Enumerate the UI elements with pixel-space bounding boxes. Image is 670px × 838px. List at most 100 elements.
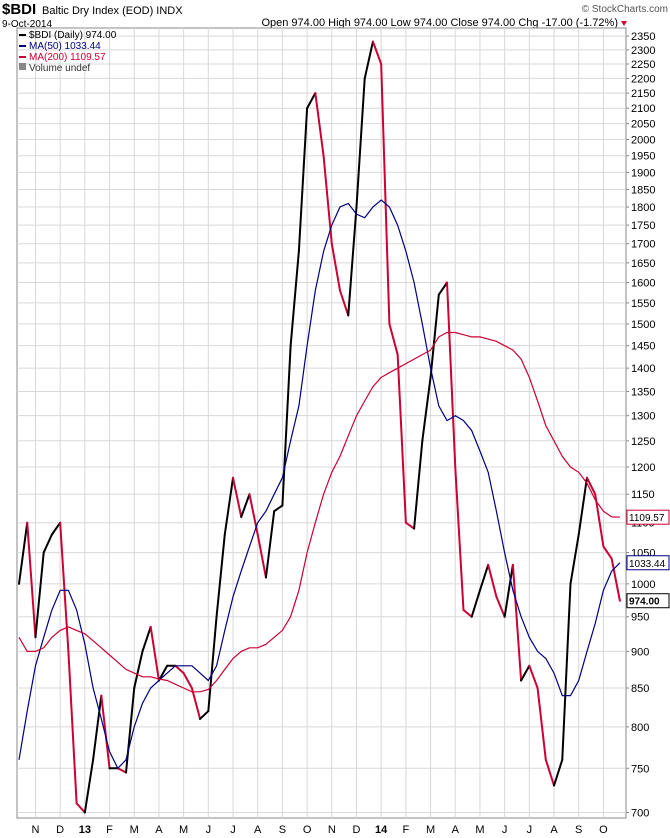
y-tick-label: 1750 — [631, 220, 655, 232]
price-segment — [413, 439, 424, 530]
price-segment — [256, 533, 267, 579]
y-tick-label: 2200 — [631, 73, 655, 85]
x-tick-label: S — [279, 824, 286, 836]
quote: Open 974.00 High 974.00 Low 974.00 Close… — [261, 17, 618, 29]
plot-frame — [16, 27, 627, 819]
y-tick-label: 1900 — [631, 167, 655, 179]
y-tick-label: 2350 — [631, 31, 655, 43]
y-tick-label: 2300 — [631, 45, 655, 57]
price-segment — [190, 687, 202, 720]
price-segment — [116, 767, 128, 774]
price-segment — [75, 802, 86, 814]
legend-label: MA(50) 1033.44 — [29, 41, 101, 52]
y-tick-label: 800 — [631, 722, 649, 734]
price-segment — [59, 521, 70, 653]
y-tick-label: 1800 — [631, 202, 655, 214]
price-segment — [100, 694, 111, 770]
x-tick-label: O — [303, 824, 312, 836]
price-segment — [446, 281, 457, 468]
x-tick-label: M — [179, 824, 188, 836]
price-segment — [528, 664, 539, 690]
ma-line — [18, 331, 620, 693]
x-tick-label: S — [575, 824, 582, 836]
price-segment — [520, 664, 531, 682]
price-segment — [297, 107, 309, 253]
price-segment — [281, 344, 292, 507]
legend-label: MA(200) 1109.57 — [29, 52, 106, 63]
y-tick-label: 1600 — [631, 278, 655, 290]
price-segment — [429, 293, 440, 379]
price-segment — [511, 563, 523, 682]
y-tick-label: 900 — [631, 646, 649, 658]
price-segment — [141, 625, 152, 653]
legend-swatch — [19, 63, 26, 70]
end-label: 1033.44 — [629, 559, 666, 570]
end-label: 974.00 — [629, 597, 660, 608]
x-tick-label: J — [206, 824, 212, 836]
y-tick-label: 1300 — [631, 411, 655, 423]
price-segment — [199, 710, 210, 720]
price-segment — [50, 521, 62, 536]
y-tick-label: 1150 — [631, 489, 655, 501]
price-segment — [306, 92, 317, 110]
price-segment — [182, 672, 193, 690]
price-segment — [133, 650, 144, 690]
y-tick-label: 1500 — [631, 319, 655, 331]
price-segment — [149, 625, 160, 682]
price-segment — [157, 664, 169, 682]
price-segment — [454, 465, 465, 612]
y-tick-label: 950 — [631, 612, 649, 624]
price-segment — [207, 615, 218, 713]
price-segment — [380, 63, 391, 325]
price-segment — [437, 281, 449, 296]
price-segment — [594, 493, 605, 548]
x-tick-label: A — [550, 824, 558, 836]
price-segment — [347, 206, 358, 317]
price-segment — [544, 758, 556, 787]
y-tick-label: 1250 — [631, 436, 655, 448]
x-tick-label: M — [130, 824, 139, 836]
y-tick-label: 2150 — [631, 88, 655, 100]
price-segment — [314, 92, 325, 157]
price-segment — [273, 504, 284, 513]
price-segment — [569, 533, 580, 585]
y-tick-label: 1200 — [631, 462, 655, 474]
x-tick-label: O — [599, 824, 608, 836]
price-segment — [264, 510, 276, 579]
price-segment — [536, 687, 547, 761]
x-tick-label: M — [426, 824, 435, 836]
end-label-box — [626, 509, 670, 525]
y-tick-label: 1400 — [631, 363, 655, 375]
y-tick-label: 700 — [631, 807, 649, 819]
price-segment — [223, 476, 235, 536]
price-segment — [232, 476, 243, 518]
price-segment — [240, 493, 251, 518]
price-segment — [26, 521, 37, 639]
price-segment — [388, 322, 399, 356]
x-tick-label: F — [403, 824, 410, 836]
y-tick-label: 1850 — [631, 184, 655, 196]
price-segment — [330, 242, 342, 292]
price-segment — [34, 551, 45, 639]
y-tick-label: 2250 — [631, 59, 655, 71]
x-tick-label: A — [452, 824, 460, 836]
y-tick-label: 1650 — [631, 258, 655, 270]
y-tick-label: 1000 — [631, 579, 655, 591]
x-tick-label: J — [502, 824, 508, 836]
x-tick-label: A — [254, 824, 262, 836]
x-tick-label: J — [230, 824, 236, 836]
date: 9-Oct-2014 — [2, 19, 52, 30]
price-segment — [125, 687, 136, 774]
x-tick-label: F — [106, 824, 113, 836]
credit: © StockCharts.com — [582, 4, 668, 15]
price-segment — [421, 376, 432, 442]
y-tick-label: 2000 — [631, 135, 655, 147]
y-tick-label: 1950 — [631, 151, 655, 163]
price-segment — [215, 533, 226, 618]
price-segment — [495, 595, 506, 618]
price-segment — [470, 589, 481, 618]
price-segment — [610, 557, 621, 602]
y-tick-label: 1450 — [631, 341, 655, 353]
